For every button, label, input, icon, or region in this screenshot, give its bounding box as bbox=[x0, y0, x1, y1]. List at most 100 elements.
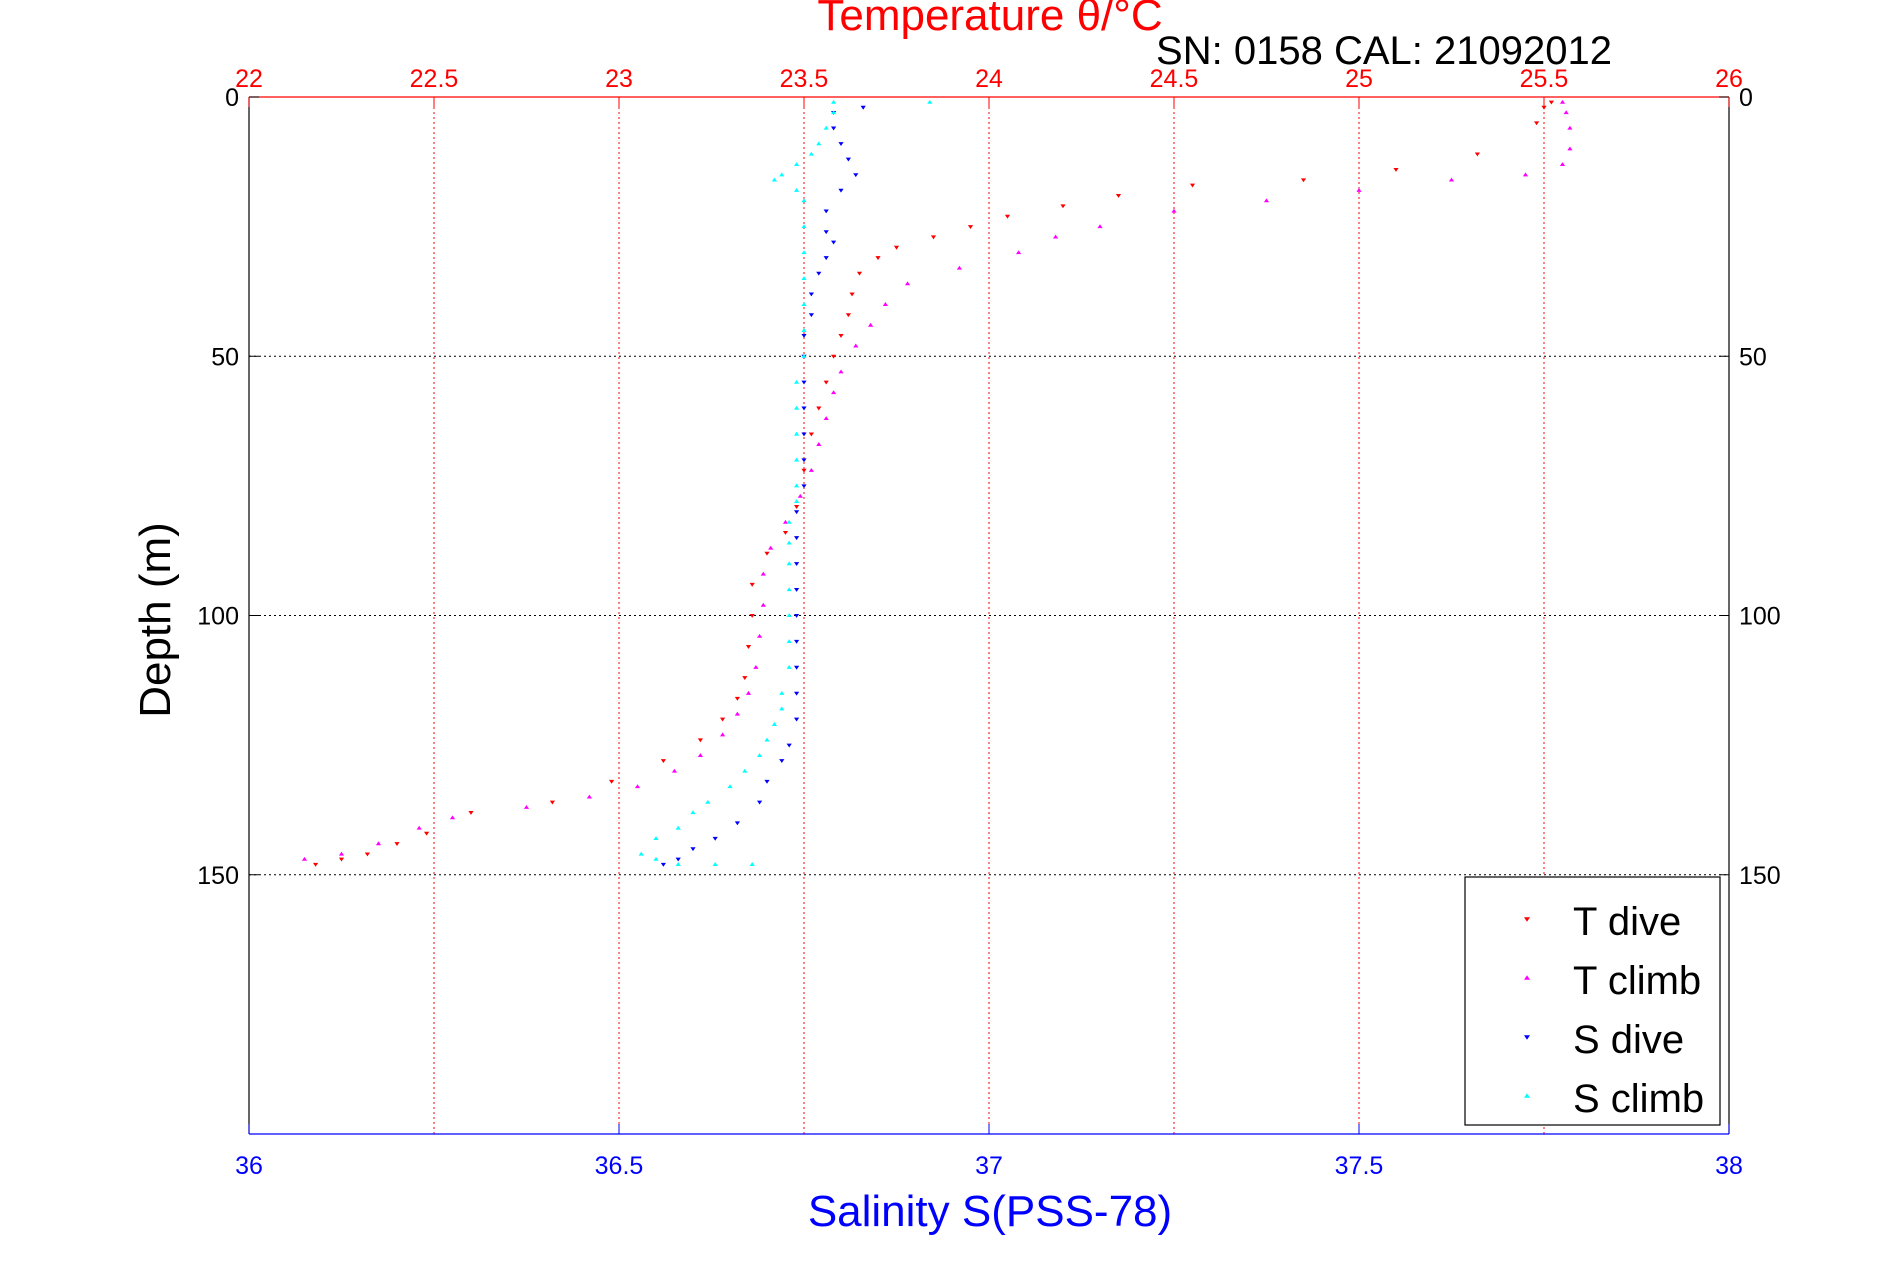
data-point bbox=[742, 676, 748, 681]
data-point bbox=[749, 582, 755, 587]
data-point bbox=[690, 847, 696, 852]
data-point bbox=[782, 530, 789, 535]
data-point bbox=[1474, 152, 1480, 157]
data-point bbox=[760, 571, 766, 576]
series-t-climb bbox=[301, 99, 1573, 861]
series-s-dive bbox=[660, 105, 866, 867]
temperature-tick-label: 23 bbox=[605, 65, 633, 93]
data-point bbox=[364, 852, 370, 857]
data-point bbox=[424, 831, 430, 836]
legend: T dive T climb S dive S climb bbox=[1464, 876, 1721, 1126]
data-point bbox=[831, 110, 837, 115]
data-point bbox=[634, 784, 641, 789]
data-point bbox=[313, 862, 319, 867]
y-tick-label-left: 50 bbox=[211, 343, 239, 371]
data-point bbox=[586, 794, 592, 799]
data-point bbox=[690, 810, 696, 815]
data-point bbox=[779, 172, 785, 177]
data-point bbox=[893, 245, 900, 250]
data-point bbox=[838, 333, 844, 338]
data-point bbox=[794, 639, 800, 644]
data-point bbox=[786, 519, 792, 524]
data-point bbox=[1559, 99, 1566, 104]
y-axis-label: Depth (m) bbox=[131, 522, 180, 718]
data-point bbox=[823, 416, 829, 421]
temperature-tick-label: 24.5 bbox=[1150, 65, 1199, 93]
data-point bbox=[786, 613, 792, 618]
data-point bbox=[801, 432, 807, 437]
data-point bbox=[794, 187, 800, 192]
data-point bbox=[853, 343, 859, 348]
data-point bbox=[831, 99, 837, 104]
data-point bbox=[786, 540, 792, 545]
data-point bbox=[853, 173, 859, 178]
data-point bbox=[801, 468, 807, 473]
data-point bbox=[794, 499, 800, 503]
data-point bbox=[794, 162, 800, 166]
data-point bbox=[1534, 121, 1540, 126]
data-point bbox=[468, 810, 474, 815]
data-point bbox=[1171, 208, 1177, 213]
data-point bbox=[1263, 198, 1270, 203]
data-point bbox=[1541, 105, 1547, 110]
data-point bbox=[416, 825, 422, 830]
data-point bbox=[794, 691, 800, 696]
data-point bbox=[394, 842, 400, 846]
data-point bbox=[757, 633, 763, 638]
legend-label: T climb bbox=[1573, 959, 1701, 1003]
data-point bbox=[771, 722, 777, 726]
data-point bbox=[760, 602, 766, 607]
data-point bbox=[764, 779, 770, 784]
legend-marker bbox=[1524, 1093, 1530, 1098]
legend-marker bbox=[1524, 917, 1530, 922]
data-point bbox=[849, 292, 855, 297]
data-point bbox=[794, 379, 800, 384]
data-point bbox=[801, 406, 807, 411]
data-point bbox=[794, 483, 800, 488]
data-point bbox=[838, 369, 844, 374]
data-point bbox=[1189, 183, 1196, 188]
data-point bbox=[808, 313, 814, 318]
data-point bbox=[675, 857, 681, 862]
data-point bbox=[757, 753, 763, 758]
data-point bbox=[1548, 100, 1554, 105]
data-point bbox=[734, 821, 740, 826]
data-point bbox=[1563, 110, 1569, 115]
data-point bbox=[816, 271, 822, 276]
data-point bbox=[609, 779, 615, 784]
data-point bbox=[712, 836, 718, 841]
data-point bbox=[801, 353, 807, 358]
data-point bbox=[1300, 178, 1307, 183]
legend-item: T dive bbox=[1524, 900, 1681, 944]
data-point bbox=[801, 302, 807, 306]
data-point bbox=[794, 613, 800, 618]
y-tick-label-right: 100 bbox=[1739, 603, 1781, 631]
data-point bbox=[523, 805, 530, 809]
temperature-tick-label: 22 bbox=[235, 65, 263, 93]
series-s-climb bbox=[638, 99, 933, 866]
data-point bbox=[838, 142, 844, 147]
data-point bbox=[882, 302, 888, 306]
data-point bbox=[801, 224, 807, 229]
data-point bbox=[797, 493, 803, 498]
data-point bbox=[671, 768, 678, 773]
data-point bbox=[823, 380, 829, 385]
data-point bbox=[782, 519, 789, 524]
data-point bbox=[675, 862, 681, 866]
data-point bbox=[856, 271, 863, 276]
temperature-tick-label: 23.5 bbox=[780, 65, 829, 93]
data-point bbox=[768, 545, 774, 550]
data-point bbox=[816, 141, 822, 146]
data-point bbox=[794, 536, 800, 541]
data-point bbox=[786, 561, 792, 566]
y-tick-label-left: 100 bbox=[197, 603, 239, 631]
data-point bbox=[301, 856, 308, 861]
data-point bbox=[794, 588, 800, 592]
salinity-tick-label: 36.5 bbox=[595, 1152, 644, 1180]
data-point bbox=[808, 151, 814, 156]
data-point bbox=[653, 856, 659, 861]
y-tick-label-left: 150 bbox=[197, 862, 239, 890]
data-point bbox=[801, 458, 807, 463]
data-point bbox=[831, 390, 837, 395]
